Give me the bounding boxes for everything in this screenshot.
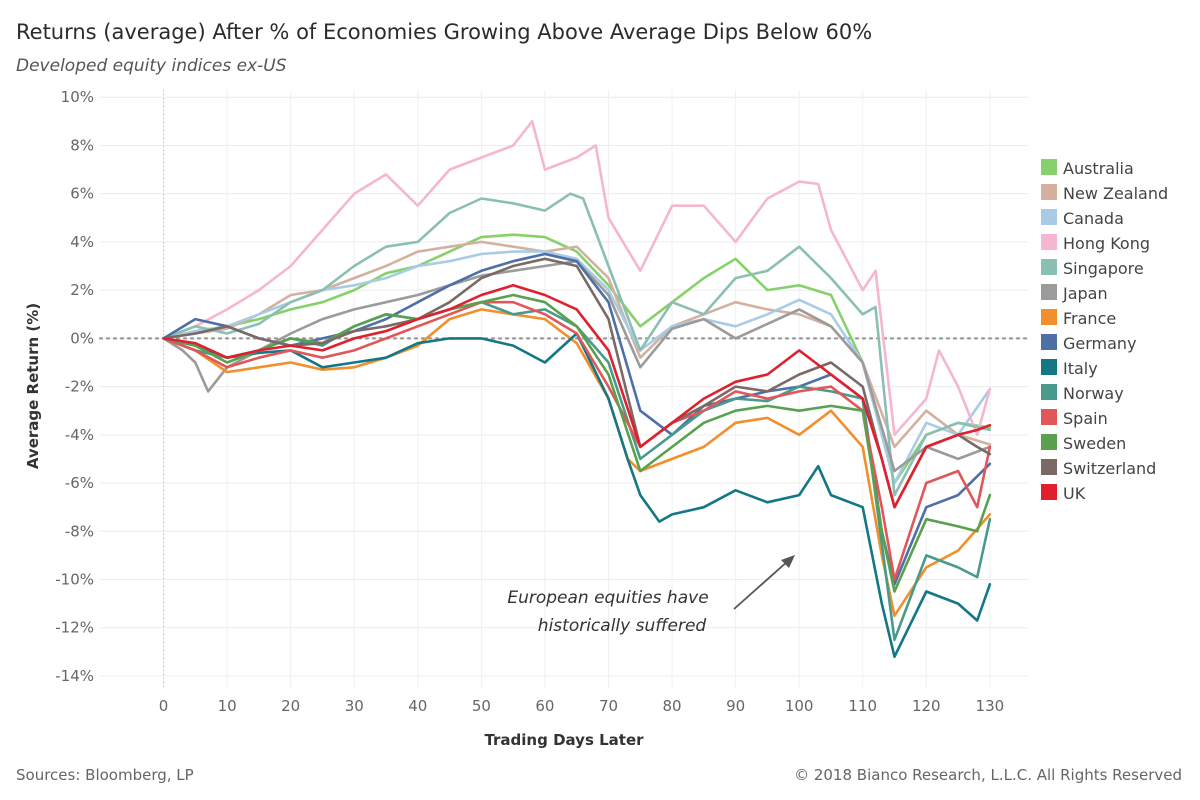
legend-label: Sweden	[1063, 434, 1126, 453]
legend-label: Switzerland	[1063, 459, 1156, 478]
x-tick-label: 10	[218, 697, 237, 715]
legend-swatch	[1041, 159, 1057, 175]
legend-swatch	[1041, 209, 1057, 225]
annotation-arrow	[733, 560, 789, 610]
series-line-uk	[162, 283, 992, 509]
x-tick-label: 130	[976, 697, 1005, 715]
series-line-japan	[162, 259, 992, 473]
y-tick-label: 8%	[70, 136, 94, 154]
series-line-singapore	[162, 192, 992, 497]
legend-swatch	[1041, 434, 1057, 450]
legend-label: Italy	[1063, 359, 1098, 378]
legend-swatch	[1041, 384, 1057, 400]
source-note: Sources: Bloomberg, LP	[16, 766, 194, 784]
x-tick-label: 100	[785, 697, 814, 715]
legend: Australia New Zealand Canada Hong Kong Singa…	[1041, 159, 1168, 503]
y-tick-label: -4%	[65, 426, 94, 444]
legend-swatch	[1041, 459, 1057, 475]
legend-swatch	[1041, 259, 1057, 275]
series-line-sweden	[162, 293, 992, 593]
x-tick-label: 90	[726, 697, 745, 715]
y-axis-label: Average Return (%)	[24, 303, 42, 469]
x-tick-label: 60	[535, 697, 554, 715]
annotation-line-2: historically suffered	[538, 616, 707, 636]
y-tick-label: 0%	[70, 329, 94, 347]
annotation: European equities have historically suff…	[507, 555, 795, 636]
x-tick-label: 0	[159, 697, 169, 715]
x-axis-ticks: 0 10 20 30 40 50 60 70 80 90 100 110 120 130	[159, 697, 1004, 715]
y-tick-label: -14%	[55, 667, 94, 685]
x-tick-label: 70	[599, 697, 618, 715]
legend-swatch	[1041, 284, 1057, 300]
legend-swatch	[1041, 359, 1057, 375]
x-tick-label: 30	[345, 697, 364, 715]
series-lines	[162, 120, 992, 659]
y-tick-label: -2%	[65, 378, 94, 396]
annotation-line-1: European equities have	[507, 588, 708, 608]
chart-subtitle: Developed equity indices ex-US	[16, 56, 287, 76]
legend-label: New Zealand	[1063, 184, 1168, 203]
legend-label: Canada	[1063, 209, 1124, 228]
y-tick-label: 4%	[70, 233, 94, 251]
legend-swatch	[1041, 184, 1057, 200]
legend-label: Japan	[1062, 284, 1108, 303]
y-tick-label: -12%	[55, 619, 94, 637]
x-tick-label: 80	[663, 697, 682, 715]
x-axis-label: Trading Days Later	[484, 731, 644, 749]
y-tick-label: -6%	[65, 474, 94, 492]
y-tick-label: 10%	[61, 88, 94, 106]
x-tick-label: 110	[848, 697, 877, 715]
legend-swatch	[1041, 484, 1057, 500]
x-tick-label: 120	[912, 697, 941, 715]
legend-swatch	[1041, 334, 1057, 350]
legend-swatch	[1041, 409, 1057, 425]
series-line-italy	[162, 332, 992, 659]
series-line-hong-kong	[162, 120, 992, 437]
legend-label: Spain	[1063, 409, 1108, 428]
y-tick-label: -10%	[55, 570, 94, 588]
y-axis-ticks: 10% 8% 6% 4% 2% 0% -2% -4% -6% -8% -10% -12% -14%	[55, 88, 94, 685]
copyright-note: © 2018 Bianco Research, L.L.C. All Right…	[794, 766, 1182, 784]
series-line-france	[162, 308, 992, 618]
legend-swatch	[1041, 234, 1057, 250]
legend-label: Norway	[1063, 384, 1124, 403]
legend-label: Hong Kong	[1063, 234, 1150, 253]
legend-label: France	[1063, 309, 1116, 328]
series-line-spain	[162, 300, 992, 581]
legend-label: Singapore	[1063, 259, 1144, 278]
y-tick-label: 2%	[70, 281, 94, 299]
legend-swatch	[1041, 309, 1057, 325]
y-tick-label: 6%	[70, 185, 94, 203]
x-tick-label: 20	[281, 697, 300, 715]
x-tick-label: 40	[408, 697, 427, 715]
chart-title: Returns (average) After % of Economies G…	[16, 20, 873, 44]
y-tick-label: -8%	[65, 522, 94, 540]
legend-label: Germany	[1063, 334, 1137, 353]
series-line-australia	[162, 233, 992, 485]
legend-label: Australia	[1063, 159, 1134, 178]
x-tick-label: 50	[472, 697, 491, 715]
legend-label: UK	[1063, 484, 1086, 503]
annotation-arrowhead	[781, 555, 795, 568]
